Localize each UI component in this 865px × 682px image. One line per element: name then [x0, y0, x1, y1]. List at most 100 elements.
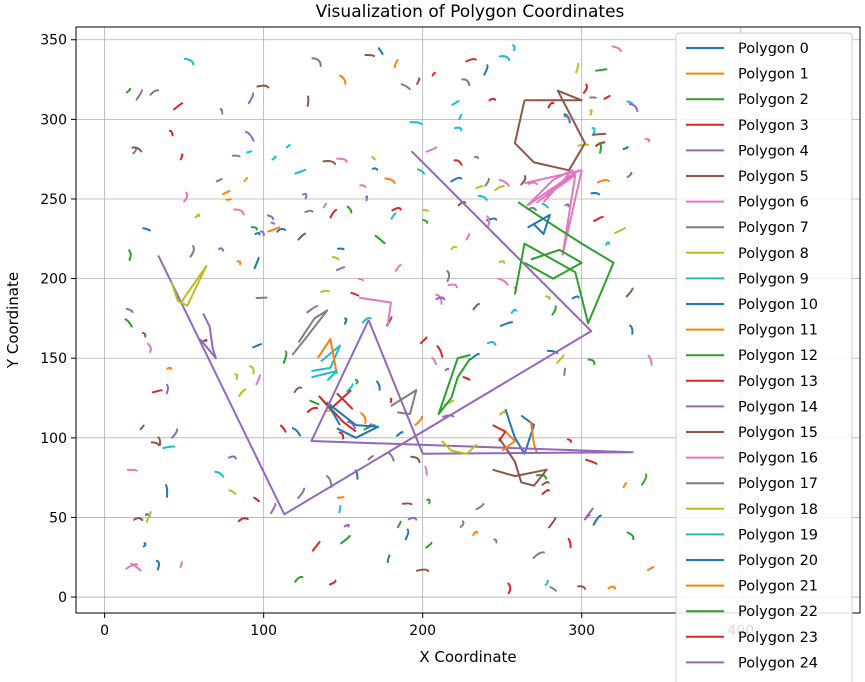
- fragment-mark: [419, 336, 428, 344]
- fragment-mark: [165, 484, 169, 498]
- fragment-mark: [322, 160, 337, 165]
- fragment-mark: [238, 388, 247, 398]
- fragment-mark: [404, 528, 410, 541]
- fragment-mark: [595, 68, 608, 72]
- y-tick-label: 250: [40, 192, 67, 208]
- fragment-mark: [629, 324, 634, 335]
- series-layer: [157, 89, 634, 516]
- legend-label-10: Polygon 10: [738, 297, 818, 313]
- fragment-mark: [266, 214, 275, 221]
- fragment-mark: [179, 153, 184, 161]
- fragment-mark: [253, 496, 260, 503]
- legend: Polygon 0 Polygon 1 Polygon 2 Polygon 3 Poly…: [675, 32, 853, 682]
- y-tick-label: 50: [49, 510, 67, 526]
- fragment-mark: [541, 480, 550, 486]
- fragment-mark: [149, 89, 160, 96]
- fragment-mark: [354, 378, 359, 385]
- fragment-mark: [155, 559, 160, 571]
- fragment-mark: [414, 415, 423, 426]
- series-line-21: [501, 430, 516, 452]
- fragment-mark: [436, 345, 444, 358]
- y-tick-label: 0: [58, 590, 67, 606]
- fragment-mark: [622, 146, 629, 150]
- series-line-20: [527, 213, 551, 235]
- fragment-mark: [294, 168, 307, 175]
- fragment-mark: [329, 209, 338, 219]
- fragment-mark: [644, 138, 651, 143]
- fragment-mark: [320, 289, 330, 293]
- fragment-mark: [250, 226, 258, 231]
- fragment-mark: [236, 260, 242, 266]
- series-line-4: [157, 150, 593, 516]
- fragment-mark: [641, 473, 648, 486]
- fragment-mark: [311, 57, 322, 68]
- fragment-mark: [168, 129, 174, 137]
- fragment-mark: [377, 47, 384, 55]
- series-line-12: [513, 201, 615, 325]
- legend-label-18: Polygon 18: [738, 502, 818, 518]
- fragment-mark: [546, 349, 559, 355]
- fragment-mark: [498, 179, 510, 187]
- chart-title: Visualization of Polygon Coordinates: [316, 2, 625, 22]
- fragment-mark: [360, 412, 367, 424]
- plot-frame: [75, 26, 861, 614]
- fragment-mark: [469, 352, 480, 361]
- fragment-mark: [183, 191, 189, 203]
- fragment-mark: [279, 424, 287, 433]
- fragment-mark: [603, 94, 611, 100]
- fragment-mark: [179, 561, 183, 568]
- fragment-mark: [407, 516, 418, 521]
- y-tick-label: 100: [40, 431, 67, 447]
- fragment-mark: [541, 489, 550, 495]
- fragment-mark: [459, 520, 465, 528]
- fragment-mark: [162, 445, 176, 449]
- fragment-mark: [282, 350, 288, 364]
- series-line-14: [310, 319, 634, 455]
- fragment-mark: [512, 44, 516, 51]
- fragment-mark: [483, 64, 489, 76]
- fragment-mark: [458, 113, 463, 121]
- fragment-mark: [416, 568, 430, 573]
- series-line-15: [492, 437, 548, 487]
- fragment-mark: [563, 367, 566, 376]
- fragment-mark: [217, 247, 225, 252]
- fragment-mark: [331, 256, 340, 261]
- fragment-mark: [484, 177, 490, 187]
- fragment-mark: [248, 365, 255, 375]
- fragment-mark: [297, 232, 306, 241]
- fragment-mark: [252, 343, 262, 349]
- fragment-mark: [343, 317, 348, 325]
- fragment-mark: [337, 247, 345, 251]
- fragment-mark: [337, 496, 345, 499]
- fragment-mark: [582, 83, 588, 94]
- fragment-mark: [605, 241, 611, 246]
- fragment-mark: [410, 455, 421, 464]
- fragment-mark: [585, 458, 598, 465]
- fragment-mark: [291, 427, 302, 437]
- y-tick-label: 350: [40, 33, 67, 49]
- fragment-mark: [271, 155, 277, 161]
- series-line-3: [318, 389, 357, 433]
- fragment-mark: [473, 155, 479, 160]
- fragment-mark: [596, 178, 610, 184]
- fragment-mark: [626, 531, 635, 541]
- fragment-mark: [390, 212, 397, 220]
- fragment-mark: [171, 428, 179, 439]
- fragment-mark: [488, 97, 497, 102]
- fragment-mark: [146, 342, 152, 353]
- fragment-mark: [475, 503, 485, 511]
- fragment-mark: [214, 470, 225, 478]
- fragment-mark: [255, 374, 261, 386]
- fragment-mark: [237, 517, 249, 523]
- fragment-mark: [228, 455, 237, 460]
- fragment-mark: [189, 245, 195, 258]
- fragment-mark: [462, 376, 471, 381]
- legend-label-3: Polygon 3: [738, 118, 809, 134]
- fragment-mark: [486, 215, 491, 228]
- legend-label-7: Polygon 7: [738, 220, 809, 236]
- fragment-mark: [222, 190, 231, 196]
- legend-label-14: Polygon 14: [738, 399, 818, 415]
- fragment-mark: [592, 514, 602, 526]
- fragment-mark: [362, 316, 372, 324]
